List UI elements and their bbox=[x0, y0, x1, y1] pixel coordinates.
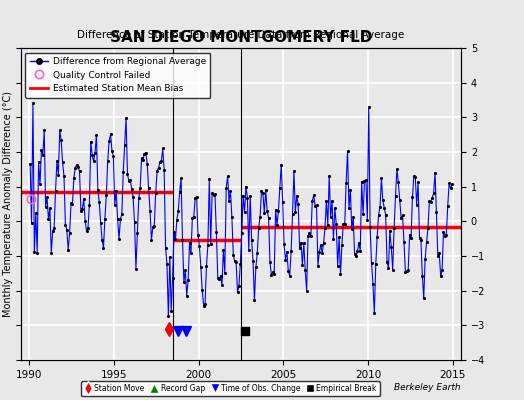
Title: SAN DIEGO MONTGOMERY FLD: SAN DIEGO MONTGOMERY FLD bbox=[110, 30, 372, 46]
Legend: Station Move, Record Gap, Time of Obs. Change, Empirical Break: Station Move, Record Gap, Time of Obs. C… bbox=[81, 381, 380, 396]
Text: Difference of Station Temperature Data from Regional Average: Difference of Station Temperature Data f… bbox=[78, 30, 405, 40]
Y-axis label: Monthly Temperature Anomaly Difference (°C): Monthly Temperature Anomaly Difference (… bbox=[3, 91, 13, 317]
Text: Berkeley Earth: Berkeley Earth bbox=[395, 383, 461, 392]
Legend: Difference from Regional Average, Quality Control Failed, Estimated Station Mean: Difference from Regional Average, Qualit… bbox=[26, 52, 210, 98]
